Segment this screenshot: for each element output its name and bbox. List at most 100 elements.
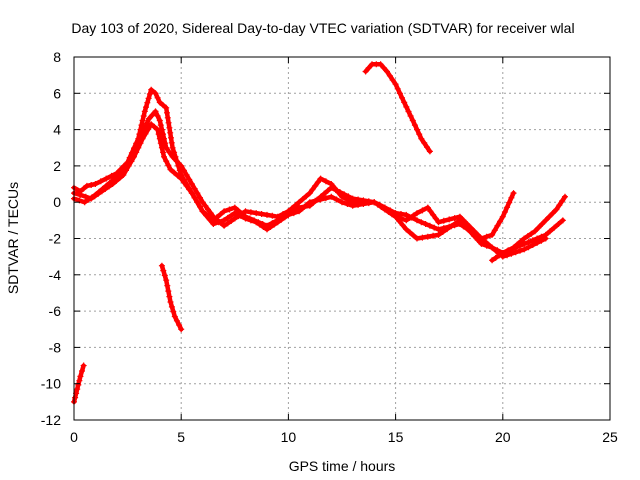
data-point-marker: [247, 217, 254, 224]
data-point-marker: [82, 193, 89, 200]
data-point-marker: [499, 213, 506, 220]
data-point-marker: [242, 208, 249, 215]
data-point-marker: [377, 61, 384, 68]
data-point-marker: [163, 277, 170, 284]
data-point-marker: [427, 208, 434, 215]
data-point-marker: [166, 149, 173, 156]
data-point-marker: [409, 117, 416, 124]
data-point-marker: [237, 212, 244, 219]
data-point-marker: [556, 202, 563, 209]
data-point-marker: [392, 213, 399, 220]
data-point-marker: [157, 140, 164, 147]
series-arc-3: [71, 121, 549, 260]
data-point-marker: [154, 126, 161, 133]
data-point-marker: [521, 240, 528, 247]
data-point-marker: [142, 130, 149, 137]
data-point-marker: [146, 115, 152, 122]
data-point-marker: [146, 91, 153, 97]
data-point-marker: [403, 217, 410, 224]
data-point-marker: [440, 217, 447, 224]
data-point-marker: [501, 209, 508, 215]
data-point-marker: [559, 198, 566, 204]
data-point-marker: [414, 126, 420, 133]
data-point-marker: [525, 244, 532, 251]
data-point-marker: [224, 214, 231, 221]
data-point-marker: [332, 186, 339, 193]
data-point-marker: [221, 208, 228, 215]
data-point-marker: [322, 178, 329, 185]
data-point-marker: [512, 249, 519, 256]
data-point-marker: [178, 175, 185, 182]
data-point-marker: [362, 68, 369, 75]
data-point-marker: [80, 185, 87, 192]
x-tick-label: 20: [495, 429, 511, 445]
data-point-marker: [154, 94, 161, 101]
data-point-marker: [83, 182, 90, 189]
data-point-marker: [145, 95, 152, 102]
data-point-marker: [299, 205, 306, 212]
data-point-marker: [317, 196, 324, 203]
data-point-marker: [553, 206, 560, 213]
data-point-marker: [154, 113, 161, 119]
data-point-marker: [97, 178, 104, 185]
data-point-marker: [173, 158, 180, 165]
y-tick-label: 8: [53, 49, 61, 65]
data-point-marker: [339, 199, 345, 206]
data-point-marker: [72, 394, 79, 401]
data-point-marker: [424, 144, 430, 151]
data-point-marker: [542, 217, 549, 224]
data-point-marker: [396, 90, 403, 97]
data-point-marker: [452, 220, 459, 227]
data-point-marker: [226, 206, 233, 213]
data-point-marker: [349, 195, 356, 202]
data-point-marker: [306, 190, 313, 197]
series-layer: [71, 61, 568, 405]
data-point-marker: [360, 201, 367, 207]
data-point-marker: [508, 250, 515, 257]
data-point-marker: [271, 221, 278, 228]
data-point-marker: [103, 175, 110, 182]
data-point-marker: [264, 226, 270, 233]
data-point-marker: [403, 103, 410, 110]
data-point-marker: [418, 219, 425, 226]
data-point-marker: [205, 206, 211, 213]
data-point-marker: [405, 108, 412, 115]
data-point-marker: [312, 182, 319, 189]
x-axis-label: GPS time / hours: [289, 458, 396, 474]
y-tick-label: -2: [49, 231, 62, 247]
data-point-marker: [444, 226, 451, 233]
data-point-marker: [231, 210, 238, 217]
data-point-marker: [74, 386, 81, 393]
data-point-marker: [525, 239, 532, 246]
data-point-marker: [451, 215, 458, 222]
data-point-marker: [355, 201, 362, 208]
data-point-marker: [401, 99, 408, 106]
data-point-marker: [167, 299, 174, 305]
data-point-marker: [317, 175, 324, 182]
data-point-marker: [169, 144, 176, 151]
data-point-marker: [303, 193, 310, 200]
data-point-marker: [446, 216, 453, 223]
data-point-marker: [491, 227, 498, 234]
data-point-marker: [424, 233, 431, 240]
data-point-marker: [492, 247, 499, 254]
data-point-marker: [176, 322, 183, 328]
data-point-marker: [258, 211, 265, 217]
data-point-marker: [542, 235, 549, 242]
data-point-marker: [197, 194, 203, 201]
data-point-marker: [497, 218, 504, 225]
data-point-marker: [341, 191, 348, 198]
data-point-marker: [406, 229, 413, 236]
data-point-marker: [247, 209, 254, 216]
plot-frame: [73, 56, 611, 421]
data-point-marker: [210, 213, 217, 220]
data-point-marker: [306, 199, 313, 206]
data-point-marker: [160, 102, 166, 109]
data-point-marker: [123, 167, 129, 174]
x-tick-label: 15: [388, 429, 404, 445]
y-tick-label: -8: [49, 339, 62, 355]
data-point-marker: [494, 222, 501, 229]
data-point-marker: [125, 162, 132, 169]
y-tick-label: -10: [41, 376, 61, 392]
data-point-marker: [384, 68, 390, 75]
